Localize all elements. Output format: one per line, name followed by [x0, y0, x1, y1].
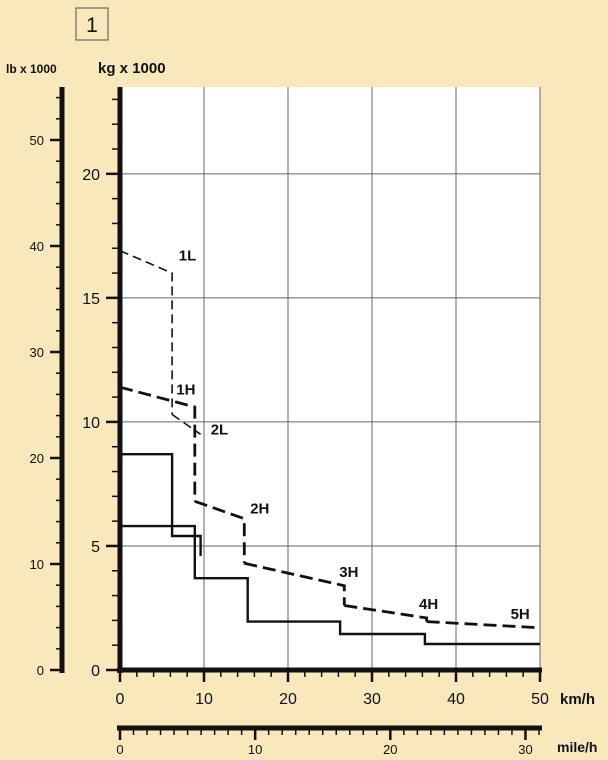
series-solid-line-8 [120, 453, 202, 556]
series-group [119, 249, 541, 646]
y-main-tick-label: 20 [82, 167, 100, 184]
y-left-tick-label: 40 [30, 239, 44, 254]
figure-number-box [75, 7, 109, 41]
series-4h-line [344, 604, 428, 622]
series-label-2h: 2H [250, 501, 269, 518]
y-left-tick-label: 30 [30, 345, 44, 360]
y-left-tick-label: 50 [30, 133, 44, 148]
series-label-1h: 1H [176, 382, 195, 399]
grid [120, 87, 541, 670]
axes: 0 5 10 15 20 0 10 20 30 40 50 0 10 20 30 40 50 0 10 20 30 [30, 87, 549, 757]
y-left-tick-label: 10 [30, 557, 44, 572]
x-main-tick-label: 10 [195, 691, 213, 708]
x-secondary-unit: mile/h [557, 739, 597, 755]
series-label-1l: 1L [179, 248, 197, 265]
x-main-unit: km/h [560, 691, 595, 708]
series-1h-line [119, 385, 197, 502]
series-2h-line [194, 499, 246, 564]
y-left-tick-label: 0 [37, 663, 44, 678]
series-solid-line-9 [120, 524, 540, 646]
x-secondary-tick-label: 20 [383, 742, 397, 757]
series-label-4h: 4H [419, 596, 438, 613]
y-main-tick-label: 10 [82, 415, 100, 432]
annotations: 1L 1H 2L 2H 3H 4H 5H [176, 248, 530, 623]
x-main-tick-label: 30 [363, 691, 381, 708]
series-label-5h: 5H [511, 606, 530, 623]
y-left-label: lb x 1000 [6, 62, 57, 76]
y-main-tick-label: 15 [82, 291, 100, 308]
series-label-2l: 2L [211, 421, 229, 438]
series-1l-line [119, 249, 173, 415]
plot-area [120, 87, 540, 670]
series-3h-line [243, 561, 346, 606]
y-main-tick-label: 0 [91, 663, 100, 680]
x-main-tick-label: 20 [279, 691, 297, 708]
x-main-tick-label: 40 [447, 691, 465, 708]
y-main-tick-label: 5 [91, 539, 100, 556]
x-main-tick-label: 50 [531, 691, 549, 708]
x-secondary-tick-label: 10 [248, 742, 262, 757]
x-main-tick-label: 0 [116, 691, 125, 708]
x-secondary-tick-label: 30 [518, 742, 532, 757]
y-main-label: kg x 1000 [98, 60, 166, 77]
figure-number: 1 [86, 14, 98, 37]
y-left-tick-label: 20 [30, 451, 44, 466]
series-label-3h: 3H [339, 564, 358, 581]
x-secondary-tick-label: 0 [116, 742, 123, 757]
